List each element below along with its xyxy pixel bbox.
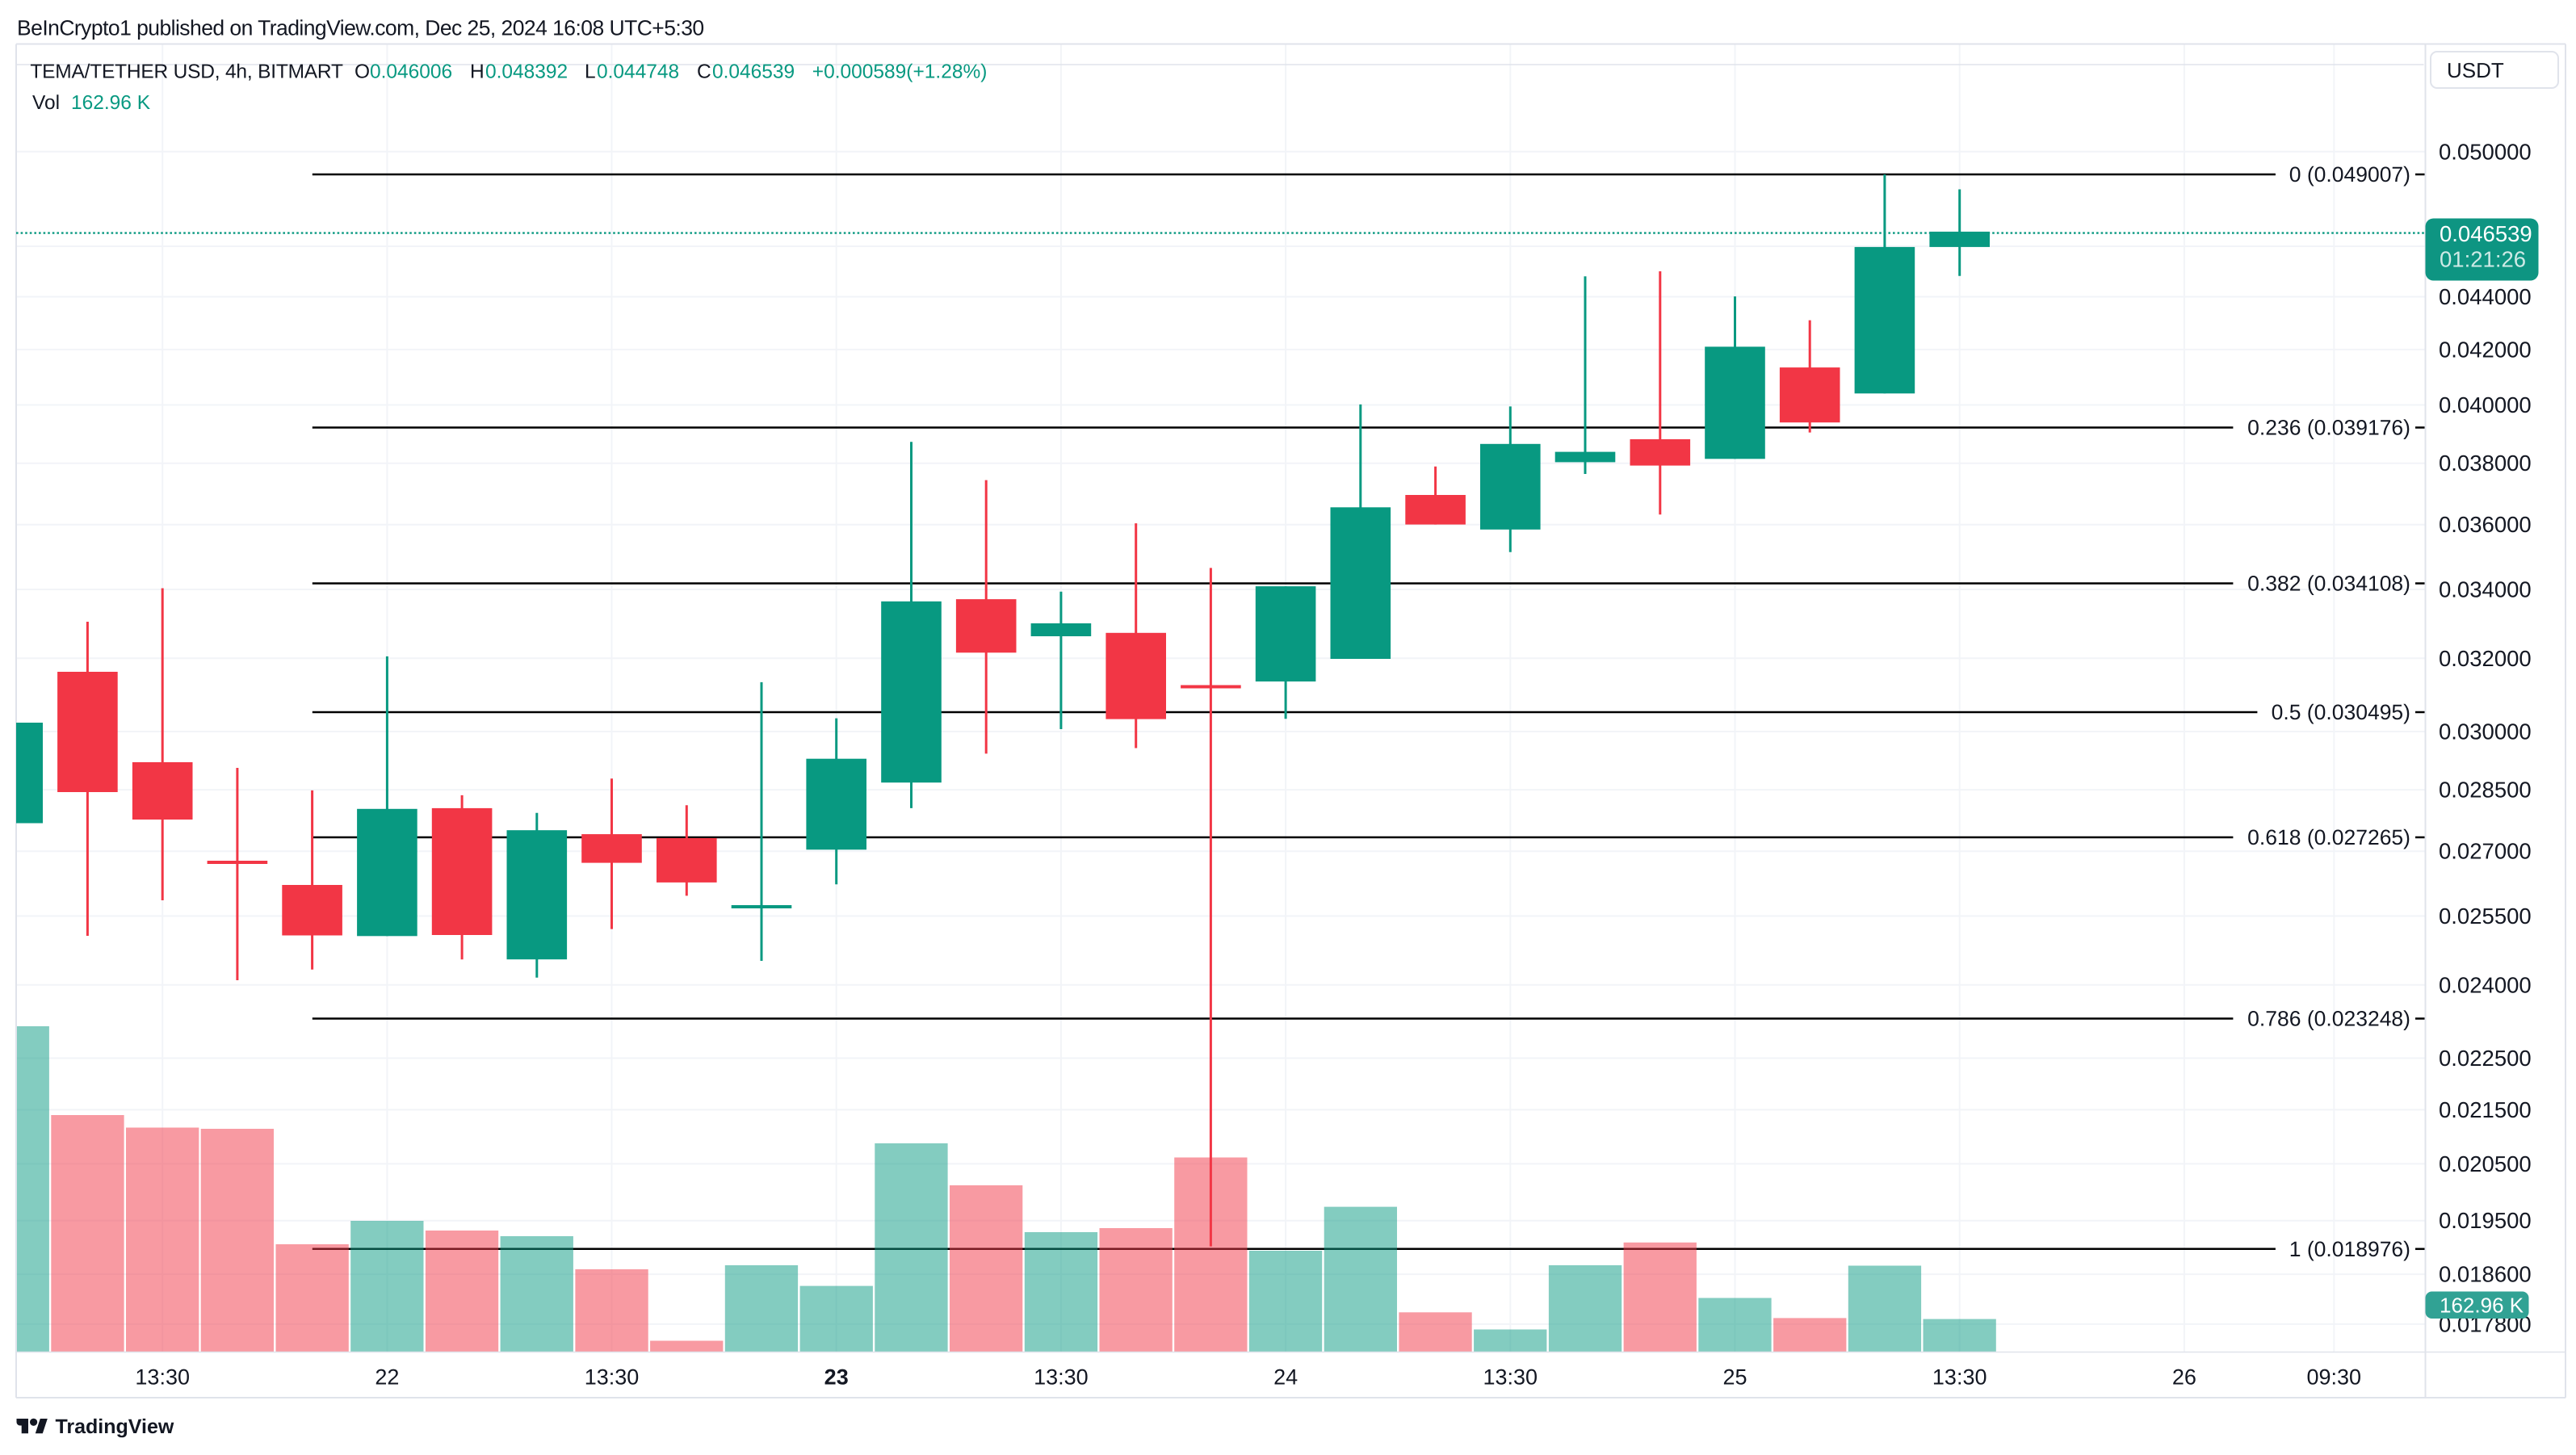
svg-text:L: L	[585, 61, 596, 83]
svg-text:TradingView: TradingView	[56, 1415, 174, 1438]
svg-text:162.96 K: 162.96 K	[71, 92, 151, 114]
svg-text:H: H	[470, 61, 485, 83]
svg-text:01:21:26: 01:21:26	[2440, 247, 2526, 272]
svg-text:0.236 (0.039176): 0.236 (0.039176)	[2247, 416, 2410, 440]
svg-text:26: 26	[2172, 1365, 2196, 1390]
svg-text:0.018600: 0.018600	[2439, 1262, 2532, 1287]
svg-text:0.034000: 0.034000	[2439, 577, 2532, 602]
svg-text:BeInCrypto1 published on Tradi: BeInCrypto1 published on TradingView.com…	[17, 16, 704, 40]
svg-text:0.044748: 0.044748	[597, 61, 679, 83]
svg-text:13:30: 13:30	[1034, 1365, 1089, 1390]
svg-text:22: 22	[375, 1365, 399, 1390]
svg-text:25: 25	[1722, 1365, 1747, 1390]
svg-text:0.046539: 0.046539	[712, 61, 795, 83]
svg-text:0.021500: 0.021500	[2439, 1097, 2532, 1122]
svg-text:0.024000: 0.024000	[2439, 972, 2532, 997]
svg-text:0.020500: 0.020500	[2439, 1151, 2532, 1176]
svg-text:USDT: USDT	[2447, 58, 2504, 82]
svg-text:09:30: 09:30	[2307, 1365, 2362, 1390]
svg-text:13:30: 13:30	[585, 1365, 640, 1390]
svg-text:0.030000: 0.030000	[2439, 719, 2532, 744]
svg-text:0.046539: 0.046539	[2440, 221, 2532, 246]
svg-text:1 (0.018976): 1 (0.018976)	[2289, 1237, 2410, 1261]
svg-text:0.618 (0.027265): 0.618 (0.027265)	[2247, 825, 2410, 849]
svg-text:13:30: 13:30	[135, 1365, 190, 1390]
svg-text:0.048392: 0.048392	[485, 61, 568, 83]
svg-text:0.025500: 0.025500	[2439, 904, 2532, 929]
svg-text:0.042000: 0.042000	[2439, 337, 2532, 362]
svg-text:162.96 K: 162.96 K	[2440, 1294, 2524, 1318]
svg-text:C: C	[697, 61, 711, 83]
svg-text:TEMA/TETHER USD, 4h, BITMART: TEMA/TETHER USD, 4h, BITMART	[30, 61, 343, 83]
svg-text:0.022500: 0.022500	[2439, 1046, 2532, 1071]
svg-text:0.019500: 0.019500	[2439, 1208, 2532, 1233]
svg-text:0.028500: 0.028500	[2439, 778, 2532, 803]
svg-text:13:30: 13:30	[1932, 1365, 1987, 1390]
svg-text:24: 24	[1273, 1365, 1298, 1390]
svg-text:0.046006: 0.046006	[370, 61, 452, 83]
svg-text:(+1.28%): (+1.28%)	[906, 61, 987, 83]
svg-text:+0.000589: +0.000589	[812, 61, 907, 83]
svg-text:0.032000: 0.032000	[2439, 646, 2532, 671]
svg-text:0.038000: 0.038000	[2439, 451, 2532, 476]
svg-text:Vol: Vol	[32, 92, 60, 114]
svg-text:23: 23	[824, 1365, 849, 1390]
svg-text:0.044000: 0.044000	[2439, 284, 2532, 309]
svg-text:0.036000: 0.036000	[2439, 512, 2532, 537]
svg-text:0.050000: 0.050000	[2439, 139, 2532, 164]
svg-text:O: O	[355, 61, 370, 83]
svg-text:13:30: 13:30	[1483, 1365, 1538, 1390]
svg-text:0.382 (0.034108): 0.382 (0.034108)	[2247, 572, 2410, 596]
svg-text:0.786 (0.023248): 0.786 (0.023248)	[2247, 1007, 2410, 1031]
svg-text:0.040000: 0.040000	[2439, 392, 2532, 417]
svg-text:0.027000: 0.027000	[2439, 839, 2532, 864]
svg-text:0.5 (0.030495): 0.5 (0.030495)	[2272, 700, 2410, 724]
svg-text:0 (0.049007): 0 (0.049007)	[2289, 162, 2410, 187]
